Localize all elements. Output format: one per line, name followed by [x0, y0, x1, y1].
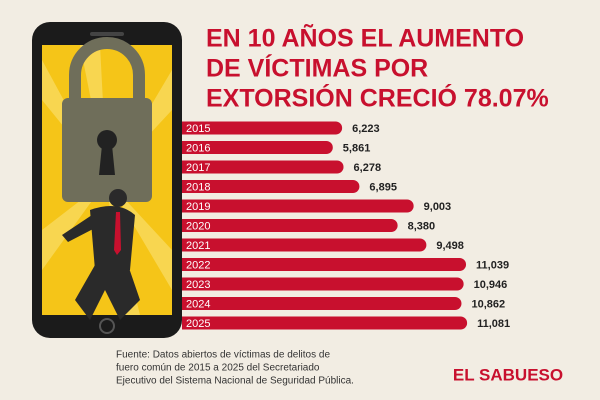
category-label: 2019 — [186, 201, 210, 213]
bar — [182, 316, 468, 330]
value-label: 6,278 — [354, 162, 382, 174]
bar-base — [182, 238, 195, 252]
value-label: 9,003 — [424, 201, 452, 213]
bar-chart: 2015 6,223 2016 5,861 2017 6,278 2018 6,895 2019… — [182, 121, 510, 330]
bar-base — [182, 180, 195, 193]
bar — [182, 277, 464, 291]
bar — [182, 121, 343, 135]
category-label: 2022 — [186, 259, 210, 271]
category-label: 2024 — [186, 298, 210, 310]
value-label: 11,039 — [476, 259, 509, 271]
bar — [182, 219, 398, 232]
bar-base — [182, 121, 195, 135]
value-label: 9,498 — [436, 240, 464, 252]
bar — [182, 180, 360, 193]
category-label: 2016 — [186, 142, 210, 154]
bar — [182, 160, 344, 174]
bar — [182, 238, 427, 252]
value-label: 6,895 — [369, 181, 397, 193]
source: Fuente: Datos abiertos de víctimas de de… — [116, 350, 354, 387]
value-label: 8,380 — [408, 220, 436, 232]
category-label: 2023 — [186, 279, 210, 291]
title-line: EXTORSIÓN CRECIÓ 78.07% — [206, 83, 549, 113]
value-label: 6,223 — [352, 123, 380, 135]
brand: EL SABUESO — [453, 365, 563, 384]
value-label: 5,861 — [343, 142, 371, 154]
padlock — [62, 37, 152, 202]
category-label: 2015 — [186, 123, 210, 135]
source-line: fuero común de 2015 a 2025 del Secretari… — [116, 363, 320, 374]
bar-base — [182, 160, 195, 174]
title-line: EN 10 AÑOS EL AUMENTO — [206, 23, 524, 53]
title-line: DE VÍCTIMAS POR — [206, 54, 428, 83]
bar — [182, 141, 333, 154]
bar-base — [182, 141, 195, 154]
bar — [182, 258, 467, 271]
bar-base — [182, 219, 195, 232]
bar-base — [182, 199, 195, 213]
source-line: Fuente: Datos abiertos de víctimas de de… — [116, 350, 330, 361]
category-label: 2025 — [186, 318, 210, 330]
category-label: 2017 — [186, 162, 210, 174]
value-label: 11,081 — [477, 318, 510, 330]
bar-base — [182, 277, 195, 291]
category-label: 2021 — [186, 240, 210, 252]
value-label: 10,946 — [474, 279, 508, 291]
bar-base — [182, 258, 195, 271]
bar — [182, 297, 462, 310]
figure — [62, 189, 140, 320]
category-label: 2018 — [186, 181, 210, 193]
bar-base — [182, 297, 195, 310]
bar-base — [182, 316, 195, 330]
value-label: 10,862 — [471, 298, 505, 310]
source-line: Ejecutivo del Sistema Nacional de Seguri… — [116, 376, 354, 387]
bar — [182, 199, 414, 213]
category-label: 2020 — [186, 220, 210, 232]
